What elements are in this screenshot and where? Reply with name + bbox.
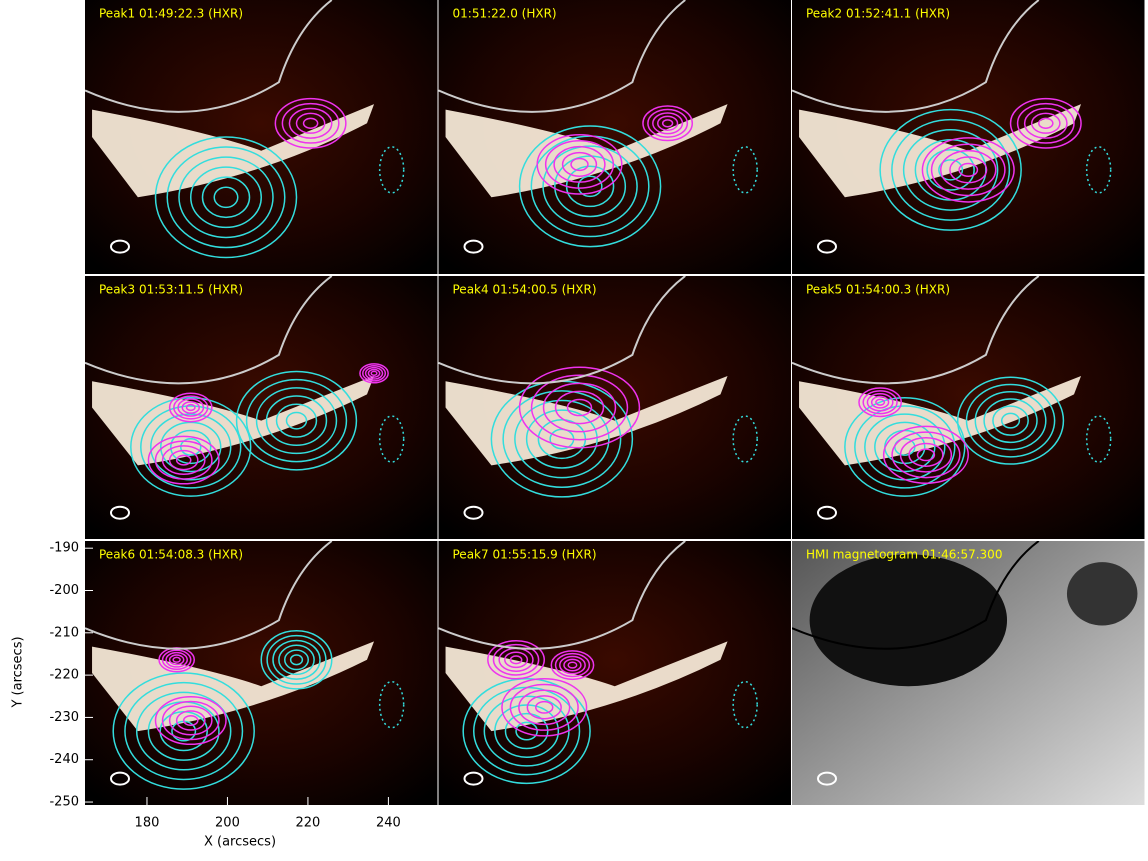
panel: Peak3 01:53:11.5 (HXR) xyxy=(85,276,438,539)
panel-title: Peak3 01:53:11.5 (HXR) xyxy=(99,283,243,297)
panel: Peak2 01:52:41.1 (HXR) xyxy=(792,0,1145,274)
panel-title: Peak1 01:49:22.3 (HXR) xyxy=(99,7,243,21)
panel: Peak4 01:54:00.5 (HXR) xyxy=(439,276,792,539)
x-tick-label: 220 xyxy=(296,816,321,831)
panel-title: Peak2 01:52:41.1 (HXR) xyxy=(806,7,950,21)
panel-image xyxy=(439,276,792,539)
x-axis-label: X (arcsecs) xyxy=(204,835,276,850)
panel: HMI magnetogram 01:46:57.300 xyxy=(792,541,1145,805)
panel: 01:51:22.0 (HXR) xyxy=(439,0,792,274)
panel-image xyxy=(85,276,438,539)
panel-image xyxy=(792,541,1145,805)
panel-image xyxy=(439,0,792,274)
panel-title: Peak4 01:54:00.5 (HXR) xyxy=(453,283,597,297)
x-tick-label: 240 xyxy=(376,816,401,831)
panel-image xyxy=(85,541,438,805)
y-axis-label: Y (arcsecs) xyxy=(11,636,26,708)
y-tick-label: -220 xyxy=(49,668,79,683)
y-tick-label: -190 xyxy=(49,541,79,556)
x-tick-label: 200 xyxy=(215,816,240,831)
panel: Peak7 01:55:15.9 (HXR) xyxy=(439,541,792,805)
y-tick-label: -230 xyxy=(49,710,79,725)
panel-title: Peak6 01:54:08.3 (HXR) xyxy=(99,548,243,562)
panel-title: Peak7 01:55:15.9 (HXR) xyxy=(453,548,597,562)
panel-title: HMI magnetogram 01:46:57.300 xyxy=(806,548,1002,562)
panel-image xyxy=(85,0,438,274)
sunspot xyxy=(810,554,1007,686)
panel-image xyxy=(792,276,1145,539)
spot xyxy=(1067,562,1138,625)
panel: Peak1 01:49:22.3 (HXR) xyxy=(85,0,438,274)
y-tick-label: -200 xyxy=(49,583,79,598)
panel-title: Peak5 01:54:00.3 (HXR) xyxy=(806,283,950,297)
x-tick-label: 180 xyxy=(135,816,160,831)
panel: Peak5 01:54:00.3 (HXR) xyxy=(792,276,1145,539)
y-tick-label: -210 xyxy=(49,625,79,640)
panel-image xyxy=(439,541,792,805)
panel: Peak6 01:54:08.3 (HXR) xyxy=(85,541,438,805)
panel-image xyxy=(792,0,1145,274)
figure: X (arcsecs) Y (arcsecs) Peak1 01:49:22.3… xyxy=(0,0,1148,861)
y-tick-label: -240 xyxy=(49,752,79,767)
panel-title: 01:51:22.0 (HXR) xyxy=(453,7,557,21)
y-tick-label: -250 xyxy=(49,795,79,810)
